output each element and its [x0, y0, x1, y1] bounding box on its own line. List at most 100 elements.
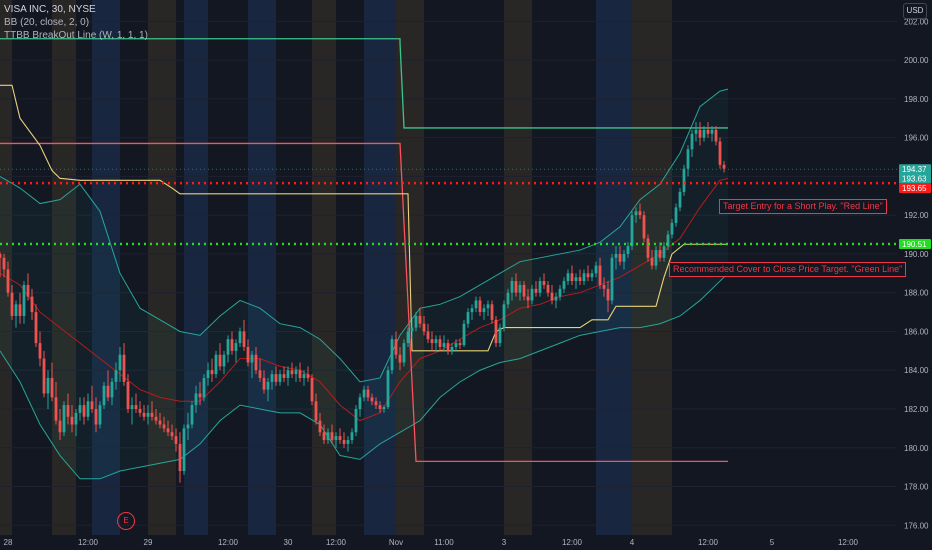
candle[interactable] [434, 335, 438, 351]
candle[interactable] [458, 339, 462, 349]
candle[interactable] [522, 281, 526, 301]
candle[interactable] [346, 436, 350, 452]
candle[interactable] [634, 207, 638, 223]
candle[interactable] [530, 284, 534, 305]
candle[interactable] [710, 125, 714, 142]
candle[interactable] [550, 284, 554, 305]
candle[interactable] [682, 164, 686, 196]
price-tag[interactable]: 193.65 [899, 183, 931, 194]
candle[interactable] [642, 211, 646, 243]
candle[interactable] [302, 370, 306, 386]
candle[interactable] [506, 288, 510, 309]
candle[interactable] [234, 339, 238, 363]
candle[interactable] [254, 346, 258, 375]
candle[interactable] [274, 366, 278, 386]
candle[interactable] [226, 335, 230, 363]
candle[interactable] [86, 393, 90, 421]
candle[interactable] [122, 343, 126, 386]
candle[interactable] [118, 346, 122, 382]
price-tag[interactable]: 193.63 [899, 173, 931, 184]
candle[interactable] [378, 401, 382, 413]
candle[interactable] [474, 296, 478, 313]
candle[interactable] [678, 188, 682, 212]
candle[interactable] [42, 350, 46, 398]
candle[interactable] [686, 145, 690, 177]
candle[interactable] [278, 370, 282, 386]
candle[interactable] [590, 269, 594, 282]
candle[interactable] [594, 261, 598, 278]
candle[interactable] [126, 374, 130, 413]
candle[interactable] [94, 397, 98, 433]
candle[interactable] [490, 300, 494, 324]
candle[interactable] [698, 122, 702, 146]
legend-ttbb[interactable]: TTBB BreakOut Line (W, 1, 1, 1) [4, 30, 148, 41]
candle[interactable] [702, 125, 706, 142]
candle[interactable] [142, 405, 146, 421]
candle[interactable] [294, 366, 298, 382]
candle[interactable] [22, 281, 26, 324]
candle[interactable] [650, 250, 654, 270]
candle[interactable] [638, 203, 642, 220]
candle[interactable] [502, 300, 506, 332]
candle[interactable] [290, 362, 294, 378]
candle[interactable] [190, 401, 194, 429]
candle[interactable] [658, 242, 662, 262]
candle[interactable] [666, 230, 670, 251]
candle[interactable] [198, 381, 202, 406]
candle[interactable] [98, 401, 102, 429]
candle[interactable] [518, 281, 522, 301]
candle[interactable] [186, 412, 190, 441]
candle[interactable] [106, 370, 110, 402]
candle[interactable] [358, 393, 362, 417]
candle[interactable] [574, 273, 578, 289]
candle[interactable] [438, 335, 442, 351]
candle[interactable] [270, 370, 274, 390]
candle[interactable] [454, 339, 458, 351]
candle[interactable] [162, 416, 166, 433]
candle[interactable] [562, 277, 566, 293]
candle[interactable] [282, 366, 286, 382]
candle[interactable] [494, 315, 498, 347]
candle[interactable] [178, 432, 182, 483]
candle[interactable] [514, 273, 518, 297]
candle[interactable] [158, 412, 162, 429]
candle[interactable] [482, 304, 486, 320]
candle[interactable] [402, 339, 406, 367]
candle[interactable] [114, 362, 118, 390]
candle[interactable] [242, 319, 246, 351]
candle[interactable] [154, 409, 158, 425]
candle[interactable] [318, 412, 322, 437]
candle[interactable] [510, 277, 514, 301]
candle[interactable] [110, 377, 114, 406]
candle[interactable] [250, 350, 254, 378]
candle[interactable] [170, 424, 174, 441]
candle[interactable] [382, 405, 386, 413]
candle[interactable] [370, 393, 374, 406]
candle[interactable] [62, 401, 66, 437]
candle[interactable] [82, 397, 86, 425]
candle[interactable] [526, 288, 530, 309]
candle[interactable] [570, 265, 574, 285]
candle[interactable] [246, 339, 250, 367]
candle[interactable] [414, 312, 418, 332]
candle[interactable] [462, 319, 466, 347]
candle[interactable] [538, 277, 542, 297]
candle[interactable] [674, 203, 678, 227]
candle[interactable] [334, 432, 338, 448]
candle[interactable] [70, 405, 74, 433]
candle[interactable] [218, 343, 222, 371]
candle[interactable] [74, 409, 78, 437]
candle[interactable] [534, 281, 538, 297]
candle[interactable] [578, 269, 582, 285]
candle[interactable] [442, 335, 446, 351]
candle[interactable] [354, 405, 358, 437]
candle[interactable] [286, 366, 290, 386]
candle[interactable] [554, 292, 558, 309]
candle[interactable] [486, 300, 490, 316]
candle[interactable] [566, 269, 570, 285]
candle[interactable] [718, 137, 722, 169]
candle[interactable] [602, 277, 606, 297]
candle[interactable] [422, 315, 426, 336]
candle[interactable] [298, 362, 302, 382]
